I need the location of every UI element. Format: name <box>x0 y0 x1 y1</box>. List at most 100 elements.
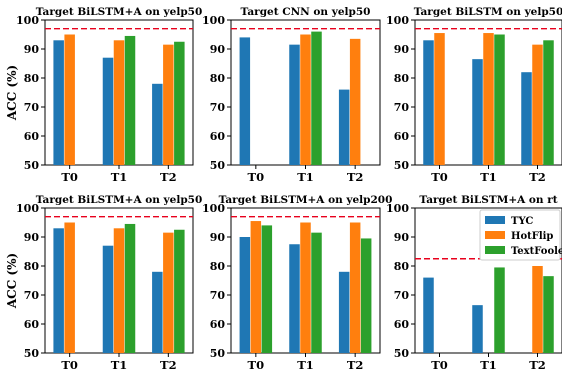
legend-label-textfooler: TextFooler <box>511 246 562 257</box>
y-tick-label: 50 <box>24 159 40 172</box>
x-tick-label: T1 <box>480 358 497 372</box>
y-tick-label: 80 <box>24 72 40 85</box>
legend-label-tyc: TYC <box>511 216 533 227</box>
y-tick-label: 100 <box>386 202 409 215</box>
bar-textfooler-t2 <box>174 41 185 165</box>
x-tick-label: T2 <box>529 170 546 184</box>
y-tick-label: 90 <box>24 43 40 56</box>
bar-tyc-t1 <box>102 245 114 353</box>
legend-swatch-textfooler <box>485 246 505 254</box>
bar-textfooler-t1 <box>494 34 505 165</box>
bar-tyc-t2 <box>152 271 163 353</box>
bar-tyc-t0 <box>53 228 64 353</box>
chart-panel-6: Target BiLSTM+A on rt 50 60 70 80 90 100 T0 T1 T2 <box>386 194 562 372</box>
y-tick-label: 100 <box>202 202 225 215</box>
x-tick-label: T0 <box>61 358 78 372</box>
y-tick-label: 80 <box>24 260 40 273</box>
y-tick-label: 80 <box>394 260 410 273</box>
y-tick-label: 90 <box>24 231 40 244</box>
bar-textfooler-t2 <box>360 238 372 353</box>
y-tick-label: 70 <box>394 289 410 302</box>
x-tick-label: T0 <box>431 170 448 184</box>
chart-panel-1: Target BiLSTM+A on yelp50 50 60 70 80 90 100 T0… <box>5 6 202 184</box>
bar-textfooler-t1 <box>311 31 322 165</box>
chart-title: Target BiLSTM+A on yelp50 <box>36 6 203 18</box>
bar-textfooler-t1 <box>124 35 136 166</box>
y-tick-label: 60 <box>394 130 410 143</box>
chart-title: Target BiLSTM+A on yelp200 <box>219 194 393 206</box>
chart-panel-5: Target BiLSTM+A on yelp200 50 60 70 80 90 100 T… <box>202 194 392 372</box>
bar-tyc-t2 <box>521 72 532 165</box>
bar-textfooler-t2 <box>174 229 185 353</box>
bar-hotflip-t2 <box>349 222 361 353</box>
bar-hotflip-t2 <box>532 44 543 165</box>
y-tick-label: 60 <box>210 318 226 331</box>
y-tick-label: 90 <box>394 231 410 244</box>
chart-title: Target CNN on yelp50 <box>241 6 371 18</box>
y-tick-label: 70 <box>210 101 226 114</box>
bar-hotflip-t1 <box>483 33 494 165</box>
bar-tyc-t1 <box>102 57 114 166</box>
chart-panel-2: Target CNN on yelp50 50 60 70 80 90 100 T0 T1 T2 <box>202 6 381 184</box>
x-tick-label: T0 <box>431 358 448 372</box>
bar-textfooler-t2 <box>543 40 554 165</box>
bar-textfooler-t1 <box>494 267 505 353</box>
y-tick-label: 50 <box>210 159 226 172</box>
bar-textfooler-t2 <box>543 276 554 353</box>
y-tick-label: 50 <box>210 347 226 360</box>
legend-swatch-hotflip <box>485 231 505 239</box>
x-tick-label: T1 <box>111 358 128 372</box>
y-tick-label: 90 <box>394 43 410 56</box>
bar-hotflip-t1 <box>300 34 311 165</box>
y-tick-label: 100 <box>386 14 409 27</box>
bar-textfooler-t1 <box>124 223 136 353</box>
bar-tyc-t0 <box>239 237 251 353</box>
y-tick-label: 70 <box>394 101 410 114</box>
y-tick-label: 70 <box>24 289 40 302</box>
bar-hotflip-t2 <box>163 44 174 165</box>
bar-hotflip-t0 <box>250 221 262 353</box>
chart-title: Target BiLSTM on yelp50 <box>414 6 562 18</box>
chart-panel-4: Target BiLSTM+A on yelp50 50 60 70 80 90 100 T0… <box>5 194 202 372</box>
bar-hotflip-t1 <box>300 222 311 353</box>
x-tick-label: T1 <box>480 170 497 184</box>
x-tick-label: T0 <box>61 170 78 184</box>
y-tick-label: 100 <box>16 202 39 215</box>
y-tick-label: 100 <box>202 14 225 27</box>
x-tick-label: T2 <box>529 358 546 372</box>
bar-tyc-t1 <box>472 59 483 165</box>
y-tick-label: 60 <box>394 318 410 331</box>
y-tick-label: 60 <box>210 130 226 143</box>
bar-hotflip-t2 <box>163 232 174 353</box>
bar-hotflip-t0 <box>434 33 445 165</box>
y-tick-label: 90 <box>210 231 226 244</box>
x-tick-label: T1 <box>297 170 314 184</box>
bar-hotflip-t0 <box>64 222 75 353</box>
x-tick-label: T0 <box>248 170 265 184</box>
x-tick-label: T2 <box>160 170 177 184</box>
x-tick-label: T0 <box>248 358 265 372</box>
y-tick-label: 50 <box>394 347 410 360</box>
chart-panel-3: Target BiLSTM on yelp50 50 60 70 80 90 100 T0 T1… <box>386 6 562 184</box>
y-tick-label: 50 <box>394 159 410 172</box>
bar-tyc-t1 <box>289 44 300 165</box>
x-tick-label: T1 <box>297 358 314 372</box>
bar-tyc-t1 <box>472 305 483 353</box>
y-tick-label: 70 <box>210 289 226 302</box>
x-tick-label: T1 <box>111 170 128 184</box>
x-tick-label: T2 <box>347 358 364 372</box>
bar-tyc-t0 <box>423 40 434 165</box>
bar-hotflip-t2 <box>532 266 543 353</box>
y-tick-label: 50 <box>24 347 40 360</box>
bar-hotflip-t0 <box>64 34 75 165</box>
y-tick-label: 100 <box>16 14 39 27</box>
y-tick-label: 80 <box>394 72 410 85</box>
bar-textfooler-t0 <box>261 225 273 353</box>
bar-hotflip-t2 <box>349 38 361 165</box>
legend-swatch-tyc <box>485 216 505 224</box>
y-axis-label: ACC (%) <box>5 65 19 121</box>
y-tick-label: 80 <box>210 260 226 273</box>
bar-tyc-t0 <box>53 40 64 165</box>
bar-hotflip-t1 <box>113 40 125 165</box>
bar-tyc-t2 <box>152 83 163 165</box>
